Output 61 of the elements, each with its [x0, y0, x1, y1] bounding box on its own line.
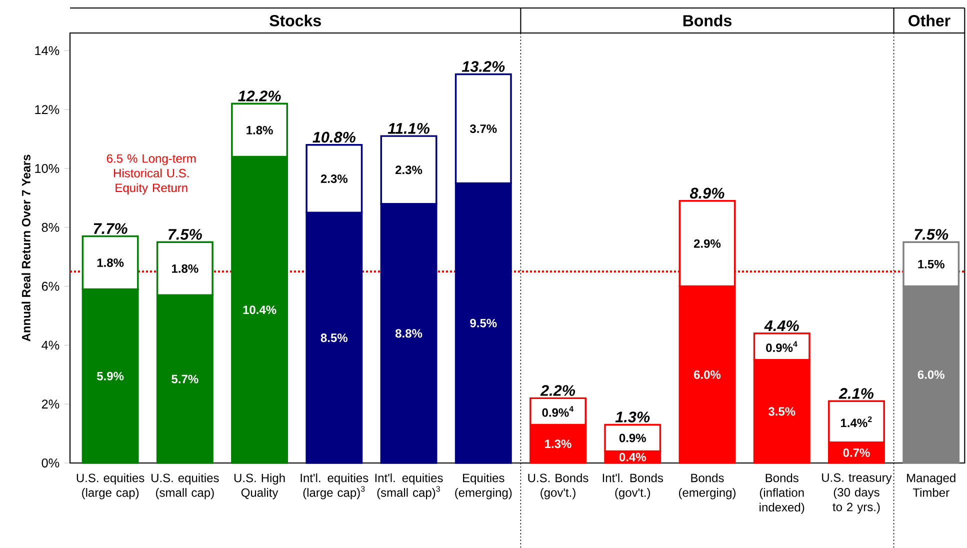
y-tick-label: 4% [42, 340, 60, 350]
x-tick-label: U.S. Bonds (gov't.) [528, 473, 588, 500]
x-tick-label: U.S. treasury (30 days to 2 yrs.) [822, 473, 892, 514]
data-label: 0.9%$^{4}$ [542, 406, 574, 417]
data-label: 3.7% [470, 124, 497, 133]
total-label: 2.2% [540, 385, 576, 396]
data-label: 6.0% [918, 370, 944, 379]
data-label: 8.5% [320, 334, 348, 342]
total-label: 10.8% [312, 132, 356, 143]
y-tick-label: 2% [42, 400, 60, 409]
y-tick-label: 8% [42, 222, 60, 232]
data-label: 2.3% [320, 174, 348, 184]
x-tick-label: Managed Timber [907, 473, 956, 497]
total-label: 2.1% [838, 388, 874, 399]
text: Bonds [683, 14, 732, 26]
total-label: 8.9% [690, 188, 724, 199]
y-tick-label: 10% [35, 164, 60, 173]
x-tick-label: Int'l. Bonds (gov't.) [602, 473, 663, 500]
data-label: 1.3% [545, 440, 572, 448]
total-label: 13.2% [462, 61, 505, 72]
data-label: 1.8% [246, 126, 273, 134]
y-tick-label: 6% [42, 282, 60, 291]
total-label: 7.7% [94, 223, 128, 234]
data-label: 1.8% [97, 258, 124, 267]
total-label: 7.5% [914, 229, 948, 240]
data-label: 2.3% [396, 166, 422, 174]
ref-line-label: 6.5 % Long-term Historical U.S. Equity Return [106, 154, 196, 194]
y-tick-label: 12% [35, 105, 60, 114]
y-axis-title: Annual Real Return Over 7 Years [22, 154, 30, 342]
y-tick-label: 14% [35, 46, 60, 56]
x-tick-label: Int'l. equities (small cap)$^{3}$ [375, 473, 443, 500]
data-label: 0.7% [843, 448, 870, 457]
total-label: 4.4% [764, 320, 799, 332]
data-label: 5.7% [172, 374, 198, 384]
data-label: 1.4%$^{2}$ [840, 416, 872, 428]
data-label: 0.9%$^{4}$ [766, 341, 798, 352]
x-tick-label: Bonds (inflation indexed) [760, 473, 804, 514]
x-tick-label: U.S. equities (small cap) [151, 473, 219, 500]
data-label: 9.5% [470, 318, 497, 328]
data-label: 1.8% [172, 264, 198, 273]
x-tick-label: Equities (emerging) [455, 473, 512, 500]
total-label: 7.5% [168, 229, 202, 240]
data-label: 1.5% [918, 260, 944, 268]
data-label: 5.9% [97, 372, 124, 380]
data-label: 6.0% [694, 370, 721, 379]
data-label: 3.5% [768, 407, 796, 416]
x-tick-label: U.S. equities (large cap) [76, 473, 144, 500]
data-label: 0.9% [619, 434, 646, 442]
data-label: 2.9% [694, 239, 721, 248]
total-label: 1.3% [615, 412, 650, 422]
x-tick-label: Bonds (emerging) [678, 473, 736, 500]
data-label: 0.4% [619, 452, 646, 462]
text: Other [908, 14, 950, 26]
total-label: 12.2% [238, 90, 281, 102]
data-label: 8.8% [395, 329, 422, 338]
y-tick-label: 0% [42, 458, 60, 468]
total-label: 11.1% [388, 123, 430, 134]
x-tick-label: U.S. High Quality [234, 473, 285, 500]
x-tick-label: Int'l. equities (large cap)$^{3}$ [300, 473, 368, 500]
data-label: 10.4% [243, 306, 276, 314]
text: Stocks [270, 14, 321, 26]
